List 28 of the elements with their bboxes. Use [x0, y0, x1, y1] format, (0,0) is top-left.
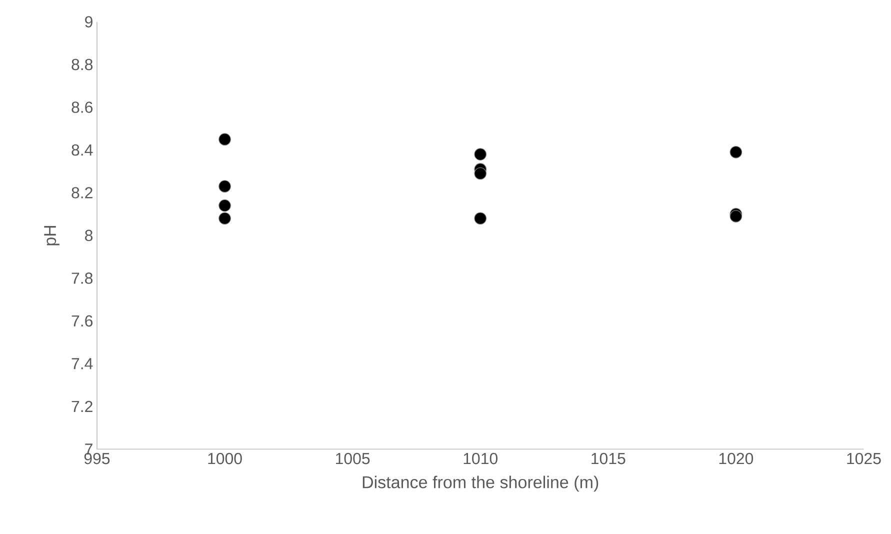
y-tick-label: 8.2: [72, 187, 92, 198]
x-tick-label: 995: [84, 452, 110, 464]
point: [218, 212, 231, 225]
x-tick-label: 1015: [592, 452, 626, 464]
y-tick-label: 8.8: [72, 58, 93, 70]
x-axis-title: Distance from the shoreline (m): [362, 476, 598, 492]
point: [218, 180, 231, 193]
point: [218, 199, 231, 212]
y-tick-label: 8: [85, 230, 93, 242]
point: [474, 167, 487, 180]
y-tick-label: 7.6: [72, 315, 93, 327]
y-tick-label: 8.6: [72, 102, 93, 113]
x-tick-label: 1020: [719, 452, 754, 464]
point: [730, 146, 742, 158]
y-tick-label: 7.2: [72, 400, 92, 412]
y-tick-label: 7.8: [72, 272, 93, 284]
point: [730, 210, 742, 222]
y-tick-label: 8.4: [72, 144, 93, 156]
x-tick-label: 1025: [847, 452, 881, 464]
y-tick-label: 9: [85, 16, 92, 28]
point: [474, 212, 487, 225]
y-tick-label: 7.4: [72, 358, 93, 370]
point: [474, 148, 487, 160]
y-axis-title: pH: [44, 226, 60, 246]
x-tick-label: 1005: [336, 452, 370, 464]
x-tick-label: 1000: [208, 452, 242, 464]
x-tick-label: 1010: [464, 452, 498, 464]
point: [218, 133, 231, 146]
